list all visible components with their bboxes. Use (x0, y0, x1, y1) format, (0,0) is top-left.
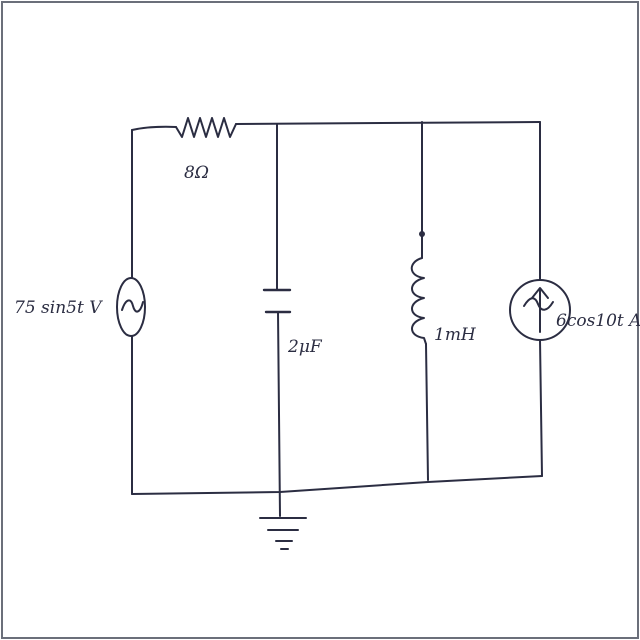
wire-cap-bottom (277, 311, 281, 517)
capacitor-label: 2μF (287, 337, 323, 357)
voltage-source-label: 75 sin5t V (14, 298, 103, 318)
ac-current-source-icon (509, 279, 571, 341)
wire-top-left (131, 125, 177, 131)
current-source-label: 6cos10t A (556, 311, 640, 331)
ac-voltage-source-icon (116, 277, 146, 337)
resistor-label: 8Ω (184, 163, 209, 183)
wires (131, 121, 543, 517)
wire-bottom (131, 475, 543, 495)
inductor-label: 1mH (434, 325, 477, 345)
capacitor-icon (262, 288, 292, 314)
resistor-icon (175, 117, 237, 138)
ground-icon (259, 517, 307, 550)
inductor-icon (410, 231, 427, 345)
wire-top-right (235, 121, 541, 125)
wire-isrc-bottom (539, 339, 543, 477)
wire-ind-bottom (425, 343, 429, 481)
